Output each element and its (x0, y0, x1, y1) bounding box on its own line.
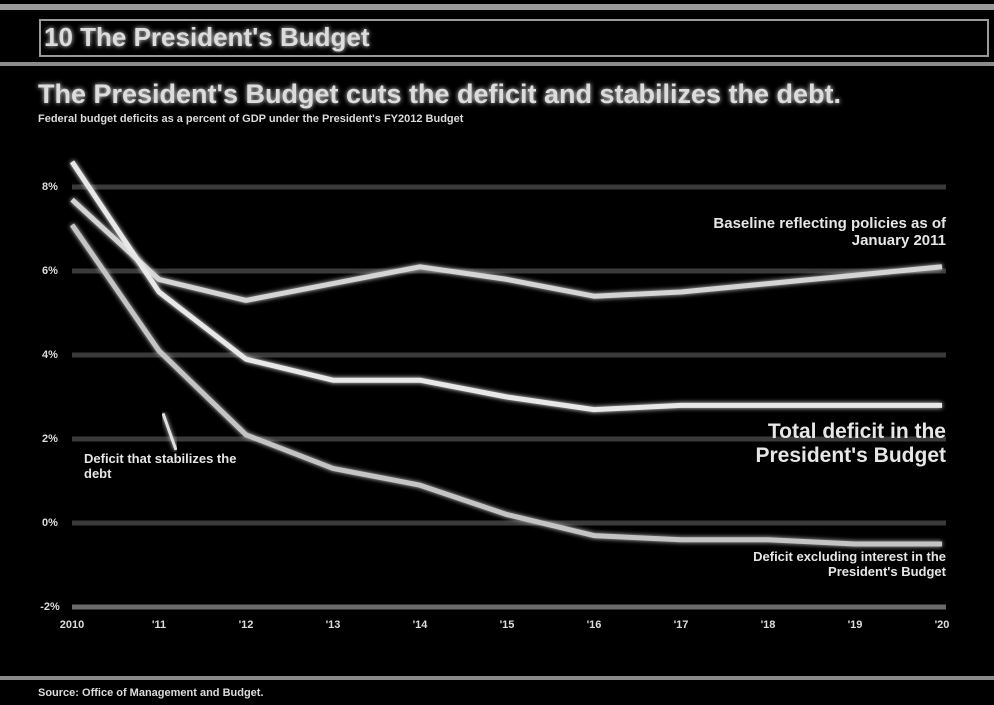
source: Source: Office of Management and Budget. (38, 687, 264, 699)
x-tick-label: '15 (500, 619, 515, 631)
header-band (0, 4, 994, 10)
y-tick-label: 6% (42, 265, 58, 277)
header-box (39, 19, 989, 57)
x-tick-label: '16 (587, 619, 602, 631)
x-tick-label: '18 (761, 619, 776, 631)
series-label: Baseline reflecting policies as of Janua… (713, 215, 946, 250)
x-tick-label: '20 (935, 619, 950, 631)
reference-label: Deficit that stabilizes the debt (84, 451, 237, 481)
series-line (70, 197, 943, 303)
header-rule (0, 62, 994, 66)
reference-leader (161, 412, 178, 451)
chart-subtitle: Federal budget deficits as a percent of … (38, 113, 464, 125)
x-tick-label: 2010 (60, 619, 84, 631)
x-tick-label: '11 (152, 619, 166, 631)
series-label: Deficit excluding interest in the Presid… (753, 549, 946, 579)
y-tick-label: 8% (42, 181, 58, 193)
x-tick-label: '13 (326, 619, 341, 631)
footer-rule (0, 676, 994, 680)
x-tick-label: '14 (413, 619, 429, 631)
series-label: Total deficit in the President's Budget (755, 420, 946, 468)
y-tick-label: -2% (40, 601, 60, 613)
x-tick-label: '12 (239, 619, 254, 631)
series-line (69, 223, 942, 547)
series-line (69, 160, 942, 413)
y-tick-label: 2% (42, 433, 58, 445)
x-tick-label: '19 (848, 619, 863, 631)
chart-title: The President's Budget cuts the deficit … (38, 79, 841, 109)
section-title: 10 The President's Budget (44, 22, 370, 52)
x-tick-label: '17 (674, 619, 689, 631)
y-tick-label: 4% (42, 349, 58, 361)
y-tick-label: 0% (42, 517, 58, 529)
